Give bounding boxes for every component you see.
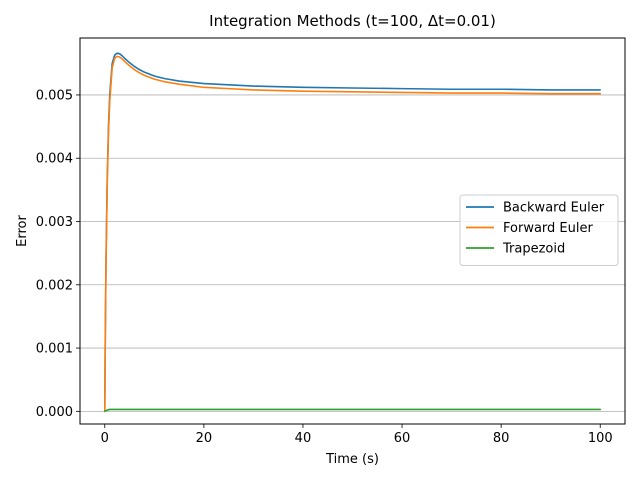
series-lines	[103, 52, 602, 413]
series-line-trapezoid	[103, 408, 602, 413]
y-axis-label: Error	[15, 215, 30, 247]
grid	[80, 94, 625, 412]
legend-label-backward-euler: Backward Euler	[503, 201, 605, 216]
y-tick-label-3: 0.003	[36, 215, 73, 230]
x-axis-label: Time (s)	[325, 452, 379, 467]
y-tick-label-5: 0.005	[36, 88, 73, 103]
legend-label-forward-euler: Forward Euler	[503, 221, 593, 236]
x-tick-label-0: 0	[101, 431, 109, 446]
plot-frame	[79, 37, 626, 425]
legend-box	[459, 194, 619, 266]
legend-label-trapezoid: Trapezoid	[502, 242, 565, 257]
x-tick-label-2: 40	[295, 431, 312, 446]
x-tick-label-5: 100	[588, 431, 613, 446]
series-line-forward-euler	[103, 55, 602, 413]
legend: Backward Euler Forward Euler Trapezoid	[459, 194, 619, 266]
x-axis-ticks: 0 20 40 60 80 100	[101, 424, 613, 446]
x-tick-label-4: 80	[493, 431, 510, 446]
y-tick-label-0: 0.000	[36, 405, 73, 420]
y-axis-ticks: 0.000 0.001 0.002 0.003 0.004 0.005	[36, 88, 80, 420]
x-tick-label-3: 60	[394, 431, 411, 446]
y-tick-label-2: 0.002	[36, 278, 73, 293]
x-tick-label-1: 20	[196, 431, 213, 446]
y-tick-label-1: 0.001	[36, 342, 73, 357]
y-tick-label-4: 0.004	[36, 152, 73, 167]
chart-title: Integration Methods (t=100, Δt=0.01)	[209, 12, 496, 30]
